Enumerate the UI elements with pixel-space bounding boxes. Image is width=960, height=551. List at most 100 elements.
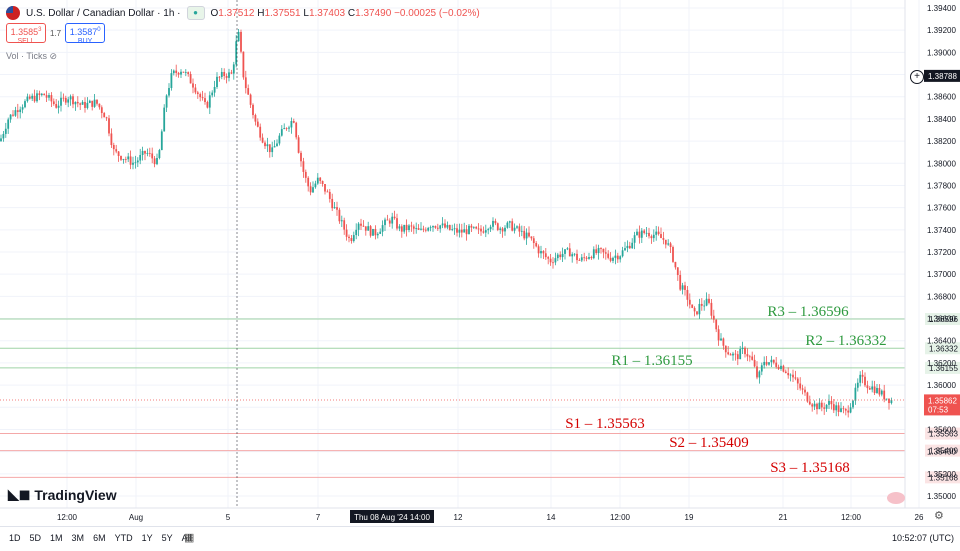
- range-button-5d[interactable]: 5D: [29, 533, 42, 543]
- candle-body: [264, 142, 266, 147]
- candle-body: [40, 93, 43, 96]
- candle-body: [780, 365, 782, 370]
- ohlc-values: O1.37512 H1.37551 L1.37403 C1.37490 −0.0…: [210, 7, 480, 19]
- candle-body: [856, 382, 859, 388]
- candle-body: [146, 152, 149, 154]
- candle-body: [597, 247, 600, 254]
- candle-body: [756, 366, 758, 378]
- gear-icon[interactable]: ⚙: [934, 510, 944, 522]
- candle-body: [873, 386, 876, 393]
- level-axis-label-R2: 1.36332: [929, 344, 958, 353]
- candle-body: [871, 386, 874, 390]
- level-label-R3: R3 – 1.36596: [767, 304, 849, 320]
- price-tick-label: 1.39400: [927, 4, 956, 13]
- candle-body: [765, 361, 768, 365]
- candle-body: [758, 371, 761, 378]
- candle-body: [792, 374, 794, 378]
- candle-body: [720, 338, 722, 341]
- candle-body: [420, 228, 422, 230]
- market-status-icon[interactable]: ●: [186, 6, 205, 20]
- candle-body: [708, 298, 710, 303]
- volume-indicator-label[interactable]: Vol · Ticks ⊘: [6, 51, 58, 61]
- level-axis-label-R1: 1.36155: [929, 364, 958, 373]
- range-button-all[interactable]: All: [181, 533, 192, 543]
- candle-body: [180, 71, 182, 75]
- range-button-1d[interactable]: 1D: [9, 533, 21, 543]
- level-axis-label-S2: 1.35409: [929, 447, 958, 456]
- plus-icon[interactable]: +: [910, 70, 924, 84]
- range-button-1m[interactable]: 1M: [50, 533, 63, 543]
- candle-body: [619, 256, 622, 260]
- candle-body: [835, 405, 838, 411]
- candle-body: [204, 98, 206, 103]
- time-tick-label: 12: [454, 513, 463, 522]
- level-label-S2: S2 – 1.35409: [669, 435, 749, 451]
- candle-body: [52, 101, 55, 105]
- candle-body: [732, 353, 734, 356]
- level-axis-bg-S2: [925, 444, 960, 457]
- candle-body: [672, 247, 674, 262]
- candle-body: [885, 398, 888, 400]
- time-tick-label: 5: [226, 513, 231, 522]
- time-highlight-bg: [350, 510, 434, 523]
- candle-body: [760, 365, 763, 372]
- flag-badge-icon[interactable]: [887, 492, 905, 504]
- candle-body: [727, 352, 730, 355]
- time-axis[interactable]: 12:00 Aug 5 7 12 14 12:00 19 21 12:00 26 Thu 08 Aug…: [57, 0, 924, 523]
- candle-body: [240, 31, 242, 52]
- candle-body: [220, 71, 223, 77]
- candle-body: [163, 107, 166, 132]
- candle-body: [573, 253, 576, 255]
- tradingview-logo[interactable]: ◣◼ TradingView: [8, 486, 117, 503]
- price-tick-label: 1.37400: [927, 226, 956, 235]
- price-tick-label: 1.36000: [927, 381, 956, 390]
- candle-body: [775, 362, 778, 367]
- candle-body: [592, 249, 595, 259]
- eye-off-icon[interactable]: ⊘: [49, 51, 58, 61]
- candle-body: [691, 304, 694, 308]
- candle-body: [343, 220, 346, 230]
- range-button-3m[interactable]: 3M: [71, 533, 85, 543]
- level-axis-bg-R1: [925, 361, 960, 374]
- buy-button[interactable]: 1.35870 BUY: [65, 23, 106, 45]
- candle-body: [588, 257, 590, 259]
- candle-body: [787, 373, 790, 376]
- candle-body: [782, 365, 785, 372]
- candle-body: [763, 361, 766, 366]
- candle-body: [110, 133, 113, 146]
- tradingview-mark-icon: ◣◼: [8, 486, 31, 502]
- candle-body: [470, 225, 473, 228]
- candle-body: [768, 362, 770, 365]
- price-tick-label: 1.37200: [927, 248, 956, 257]
- price-tick-label: 1.39000: [927, 48, 956, 57]
- candle-body: [664, 239, 667, 245]
- candle-body: [681, 285, 684, 290]
- candle-body: [151, 153, 154, 159]
- price-axis[interactable]: 1.394001.392001.390001.388001.386001.384…: [924, 4, 960, 501]
- candle-body: [590, 257, 593, 259]
- candle-body: [348, 236, 350, 239]
- candle-body: [127, 156, 130, 160]
- candle-body: [297, 137, 300, 153]
- price-tick-label: 1.38600: [927, 93, 956, 102]
- sell-button[interactable]: 1.35853 SELL: [6, 23, 46, 45]
- candle-body: [463, 229, 466, 233]
- candle-body: [132, 162, 134, 165]
- level-axis-bg-S1: [925, 427, 960, 440]
- calendar-icon[interactable]: ▦: [184, 532, 195, 544]
- candle-body: [256, 121, 259, 127]
- range-button-1y[interactable]: 1Y: [141, 533, 153, 543]
- candle-body: [453, 228, 456, 230]
- utc-clock[interactable]: 10:52:07 (UTC): [891, 533, 954, 543]
- range-button-5y[interactable]: 5Y: [161, 533, 173, 543]
- range-button-ytd[interactable]: YTD: [114, 533, 133, 543]
- symbol-title[interactable]: U.S. Dollar / Canadian Dollar · 1h ·: [26, 7, 181, 19]
- candle-body: [600, 247, 602, 249]
- range-button-6m[interactable]: 6M: [93, 533, 106, 543]
- price-tick-label: 1.37000: [927, 270, 956, 279]
- candle-body: [511, 221, 514, 231]
- candle-body: [69, 96, 72, 100]
- price-tick-label: 1.35600: [927, 425, 956, 434]
- candle-body: [206, 102, 209, 108]
